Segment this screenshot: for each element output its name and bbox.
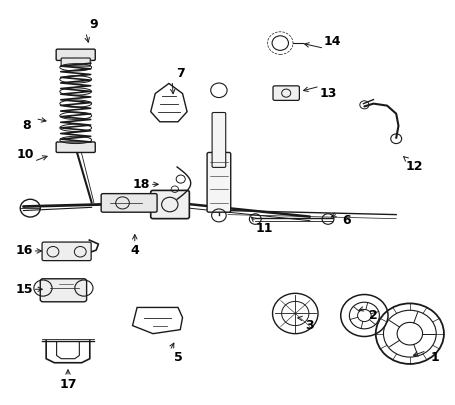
- Text: 18: 18: [133, 178, 150, 191]
- Text: 6: 6: [341, 214, 350, 227]
- Text: 17: 17: [59, 377, 76, 391]
- FancyBboxPatch shape: [42, 242, 91, 261]
- Text: 2: 2: [368, 309, 377, 322]
- Text: 13: 13: [318, 87, 336, 100]
- Text: 11: 11: [255, 222, 273, 235]
- Text: 1: 1: [430, 352, 438, 365]
- Text: 16: 16: [15, 245, 33, 258]
- Text: 4: 4: [130, 245, 139, 258]
- FancyBboxPatch shape: [101, 194, 157, 212]
- Text: 12: 12: [405, 160, 422, 173]
- FancyBboxPatch shape: [212, 113, 225, 167]
- FancyBboxPatch shape: [151, 190, 189, 219]
- FancyBboxPatch shape: [207, 152, 230, 212]
- Text: 5: 5: [173, 352, 182, 365]
- FancyBboxPatch shape: [273, 86, 299, 100]
- Text: 10: 10: [17, 147, 35, 160]
- FancyBboxPatch shape: [56, 49, 95, 60]
- Text: 7: 7: [176, 67, 184, 80]
- Text: 15: 15: [15, 283, 33, 296]
- Text: 14: 14: [323, 34, 340, 47]
- Text: 9: 9: [89, 18, 98, 32]
- FancyBboxPatch shape: [40, 279, 86, 302]
- Text: 8: 8: [23, 119, 31, 132]
- FancyBboxPatch shape: [61, 58, 90, 66]
- Text: 3: 3: [305, 319, 313, 332]
- FancyBboxPatch shape: [56, 142, 95, 152]
